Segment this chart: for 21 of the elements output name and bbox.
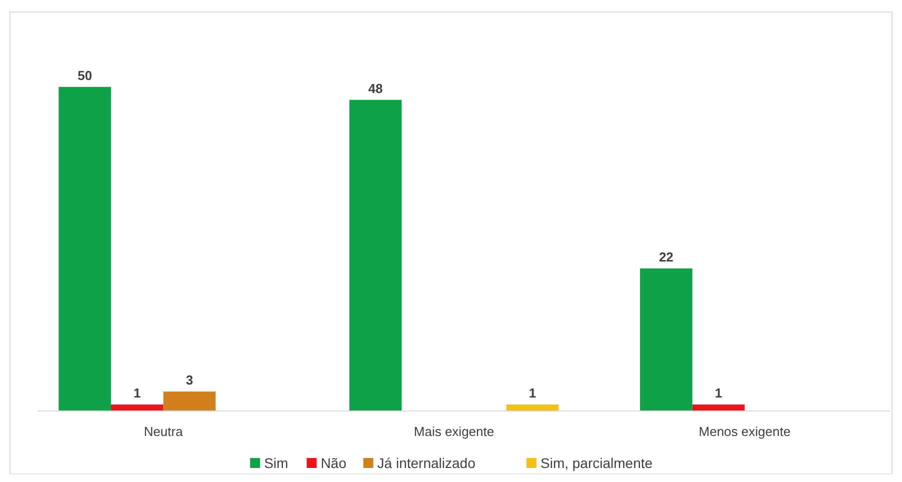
- x-tick-label: Neutra: [144, 424, 184, 439]
- bar: [640, 268, 692, 411]
- legend-label: Sim: [264, 455, 288, 471]
- bar: [163, 392, 216, 411]
- bar: [58, 86, 112, 411]
- bar: [506, 404, 559, 411]
- legend-label: Não: [320, 455, 347, 471]
- bar: [692, 404, 745, 411]
- x-tick-label: Mais exigente: [414, 424, 494, 439]
- data-label: 22: [658, 249, 674, 264]
- data-label: 1: [528, 386, 536, 401]
- bar: [349, 100, 402, 411]
- data-label: 1: [134, 386, 141, 401]
- data-label: 48: [368, 80, 383, 96]
- bar: [111, 404, 164, 411]
- x-tick-label: Menos exigente: [698, 424, 791, 439]
- data-label: 1: [714, 386, 722, 401]
- legend-label: Já internalizado: [377, 455, 476, 471]
- data-label: 50: [78, 68, 92, 83]
- legend-label: Sim, parcialmente: [540, 455, 653, 471]
- data-label: 3: [186, 372, 194, 388]
